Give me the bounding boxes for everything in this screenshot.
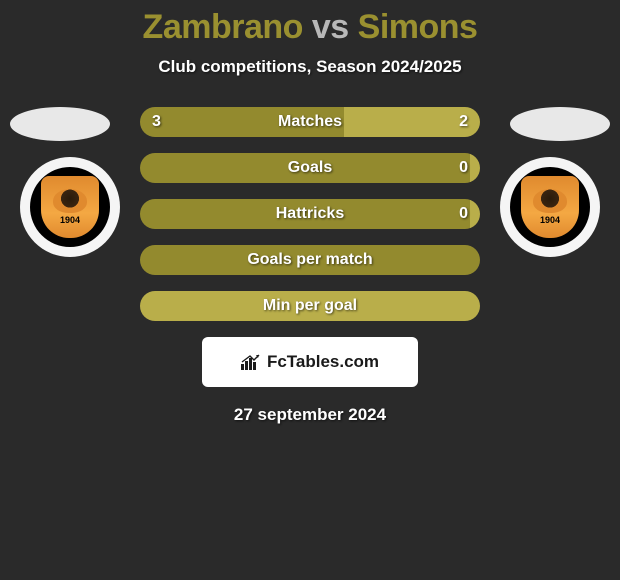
player1-club-badge: 1904 (20, 157, 120, 257)
page-title: Zambrano vs Simons (0, 0, 620, 47)
stat-bar-row: Min per goal (140, 291, 480, 321)
bar-label: Goals (140, 159, 480, 177)
vs-separator: vs (312, 8, 349, 46)
subtitle: Club competitions, Season 2024/2025 (0, 57, 620, 77)
stat-bar-row: Goals per match (140, 245, 480, 275)
footer-date: 27 september 2024 (0, 405, 620, 425)
bar-right-value: 0 (459, 159, 468, 177)
bar-label: Min per goal (140, 297, 480, 315)
comparison-content: 1904 1904 Matches32Goals0Hattricks0Goals… (0, 107, 620, 425)
brand-text: FcTables.com (267, 352, 379, 372)
bar-label: Goals per match (140, 251, 480, 269)
tiger-icon (533, 189, 567, 213)
player2-club-badge: 1904 (500, 157, 600, 257)
stat-bar-row: Goals0 (140, 153, 480, 183)
chart-icon (241, 354, 261, 370)
comparison-bars: Matches32Goals0Hattricks0Goals per match… (140, 107, 480, 321)
badge-year: 1904 (60, 215, 80, 225)
stat-bar-row: Hattricks0 (140, 199, 480, 229)
bar-right-value: 2 (459, 113, 468, 131)
bar-label: Hattricks (140, 205, 480, 223)
badge-inner-ring: 1904 (510, 167, 590, 247)
bar-left-value: 3 (152, 113, 161, 131)
right-ellipse-decoration (510, 107, 610, 141)
player2-name: Simons (358, 8, 478, 46)
player1-name: Zambrano (143, 8, 303, 46)
stat-bar-row: Matches3 2 (140, 107, 480, 137)
bar-label: Matches (140, 113, 480, 131)
left-ellipse-decoration (10, 107, 110, 141)
bar-right-value: 0 (459, 205, 468, 223)
badge-shield: 1904 (41, 176, 99, 238)
tiger-icon (53, 189, 87, 213)
badge-year: 1904 (540, 215, 560, 225)
brand-box: FcTables.com (202, 337, 418, 387)
badge-inner-ring: 1904 (30, 167, 110, 247)
badge-shield: 1904 (521, 176, 579, 238)
